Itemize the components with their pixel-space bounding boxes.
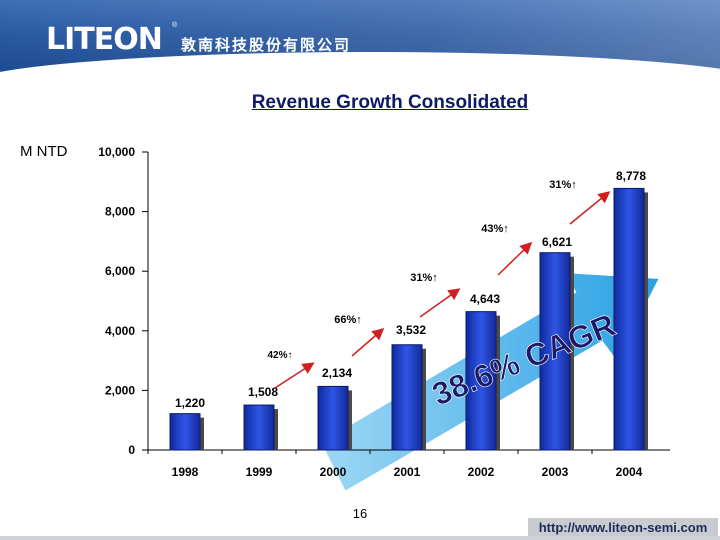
growth-label: 31%↑ [410, 272, 438, 284]
growth-arrow [497, 241, 533, 276]
growth-label: 31%↑ [549, 179, 577, 191]
value-label-2001: 3,532 [396, 323, 426, 337]
growth-arrow [274, 362, 315, 389]
bar-2004 [613, 187, 645, 451]
x-tick-label: 2004 [616, 465, 643, 479]
x-tick-label: 1998 [172, 465, 199, 479]
x-tick-label: 2002 [468, 465, 495, 479]
y-tick-label: 0 [128, 443, 135, 457]
x-tick-label: 1999 [246, 465, 273, 479]
value-label-2003: 6,621 [542, 235, 572, 249]
header-banner: LITEON ® 敦南科技股份有限公司 [0, 0, 720, 74]
x-tick-label: 2003 [542, 465, 569, 479]
y-tick-label: 8,000 [105, 205, 135, 219]
registered-mark: ® [172, 22, 178, 29]
bar-2000 [317, 385, 349, 451]
growth-label: 66%↑ [334, 314, 362, 326]
growth-arrow [351, 328, 385, 357]
bar-1998 [169, 413, 201, 451]
bar-2001 [391, 344, 423, 451]
growth-label: 42%↑ [267, 350, 292, 361]
y-axis-unit-label: M NTD [20, 143, 68, 160]
y-tick-label: 4,000 [105, 324, 135, 338]
growth-arrow [419, 288, 461, 318]
bar-2003 [539, 252, 571, 451]
bar-2002 [465, 311, 497, 451]
page-number: 16 [352, 506, 368, 521]
value-label-2004: 8,778 [616, 169, 646, 183]
x-tick-label: 2000 [320, 465, 347, 479]
growth-arrow [569, 191, 611, 225]
value-label-2000: 2,134 [322, 366, 352, 380]
value-label-2002: 4,643 [470, 292, 500, 306]
footer-url[interactable]: http://www.liteon-semi.com [528, 518, 718, 538]
x-tick-label: 2001 [394, 465, 421, 479]
company-name: 敦南科技股份有限公司 [181, 36, 352, 54]
growth-label: 43%↑ [481, 223, 509, 235]
footer-divider [0, 536, 720, 540]
y-tick-label: 2,000 [105, 383, 135, 397]
liteon-logo: LITEON [46, 22, 163, 57]
chart-title: Revenue Growth Consolidated [251, 92, 529, 113]
y-tick-label: 10,000 [98, 145, 135, 159]
value-label-1999: 1,508 [248, 385, 278, 399]
header-swoosh [0, 52, 720, 74]
value-label-1998: 1,220 [175, 396, 205, 410]
bar-1999 [243, 404, 275, 451]
y-tick-label: 6,000 [105, 264, 135, 278]
